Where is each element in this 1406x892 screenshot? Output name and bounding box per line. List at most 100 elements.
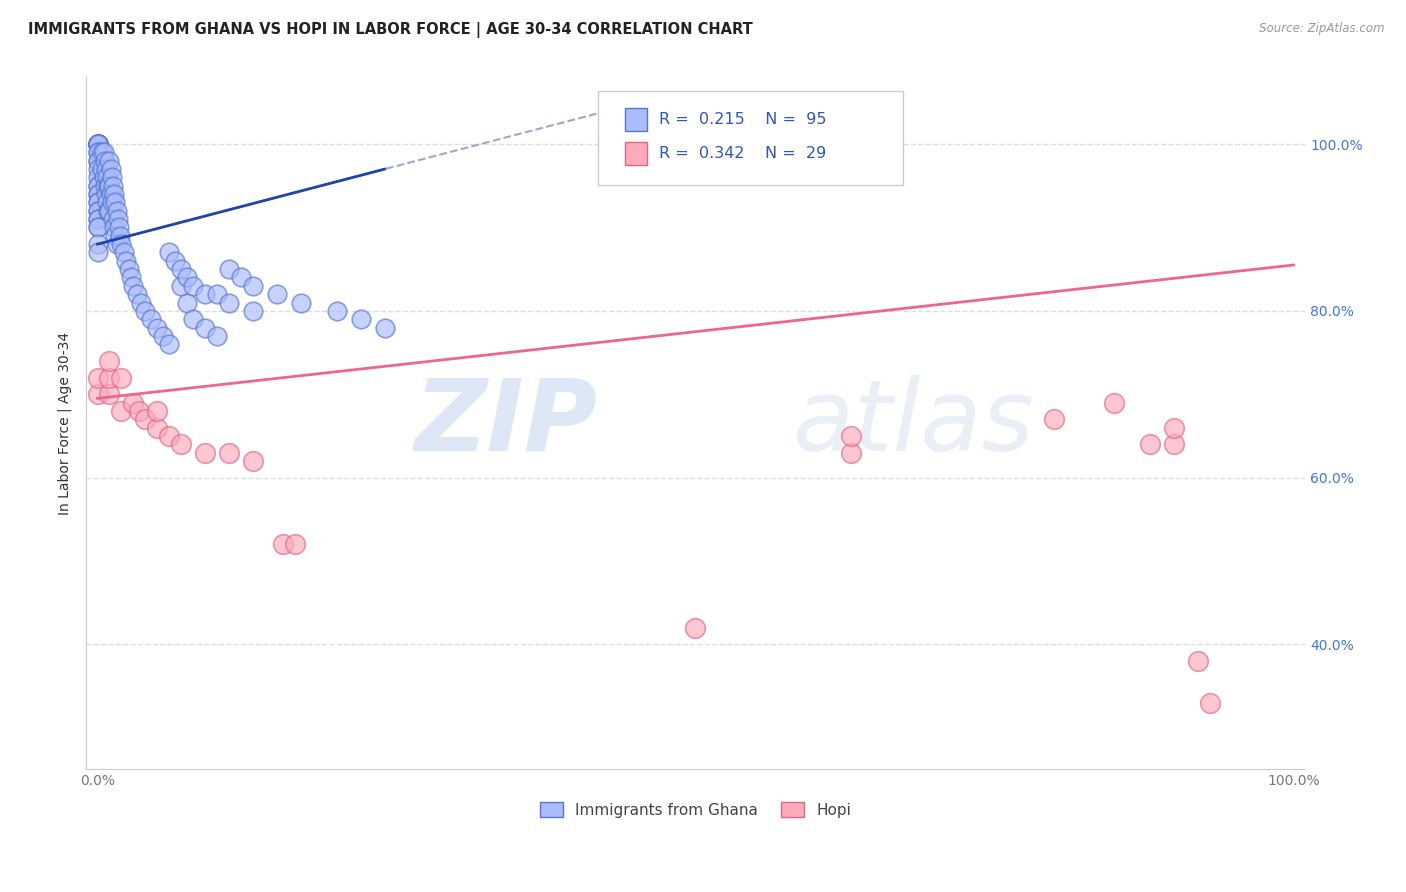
- Point: [93, 153, 115, 168]
- Point: [86, 212, 108, 227]
- Point: [157, 429, 180, 443]
- Point: [86, 137, 108, 152]
- Point: [170, 437, 193, 451]
- Point: [110, 404, 132, 418]
- Point: [86, 212, 108, 227]
- FancyBboxPatch shape: [624, 143, 647, 165]
- Point: [91, 145, 114, 160]
- Point: [194, 445, 217, 459]
- Point: [98, 203, 121, 218]
- Point: [86, 137, 108, 152]
- Point: [86, 162, 108, 177]
- Point: [86, 137, 108, 152]
- Point: [86, 203, 108, 218]
- Point: [86, 145, 108, 160]
- Point: [146, 420, 169, 434]
- Point: [349, 312, 371, 326]
- Point: [242, 278, 264, 293]
- Point: [685, 621, 707, 635]
- Point: [1187, 654, 1209, 668]
- Point: [97, 178, 120, 193]
- Point: [242, 303, 264, 318]
- Point: [110, 370, 132, 384]
- Point: [1163, 437, 1185, 451]
- Point: [101, 170, 124, 185]
- Legend: Immigrants from Ghana, Hopi: Immigrants from Ghana, Hopi: [534, 797, 858, 824]
- Point: [110, 228, 132, 243]
- Point: [86, 178, 108, 193]
- Text: R =  0.342    N =  29: R = 0.342 N = 29: [659, 146, 827, 161]
- Point: [105, 203, 128, 218]
- Point: [86, 187, 108, 202]
- Text: Source: ZipAtlas.com: Source: ZipAtlas.com: [1260, 22, 1385, 36]
- FancyBboxPatch shape: [624, 108, 647, 131]
- Point: [205, 329, 228, 343]
- Point: [266, 287, 288, 301]
- Point: [101, 195, 124, 210]
- Point: [290, 295, 312, 310]
- Point: [86, 220, 108, 235]
- Point: [86, 153, 108, 168]
- Point: [181, 278, 204, 293]
- Point: [86, 203, 108, 218]
- Point: [176, 270, 198, 285]
- Point: [98, 153, 121, 168]
- Point: [152, 329, 174, 343]
- FancyBboxPatch shape: [598, 91, 903, 185]
- Point: [170, 262, 193, 277]
- Point: [86, 178, 108, 193]
- Point: [128, 404, 150, 418]
- Point: [115, 253, 138, 268]
- Point: [94, 187, 117, 202]
- Text: IMMIGRANTS FROM GHANA VS HOPI IN LABOR FORCE | AGE 30-34 CORRELATION CHART: IMMIGRANTS FROM GHANA VS HOPI IN LABOR F…: [28, 22, 752, 38]
- Point: [98, 387, 121, 401]
- Point: [105, 237, 128, 252]
- Point: [141, 312, 163, 326]
- Point: [1198, 696, 1220, 710]
- Point: [93, 145, 115, 160]
- Point: [86, 245, 108, 260]
- Point: [86, 370, 108, 384]
- Point: [86, 220, 108, 235]
- Point: [271, 537, 294, 551]
- Point: [86, 145, 108, 160]
- Point: [86, 195, 108, 210]
- Point: [229, 270, 252, 285]
- Point: [218, 295, 240, 310]
- Point: [205, 287, 228, 301]
- Point: [157, 337, 180, 351]
- Point: [839, 429, 862, 443]
- Point: [218, 262, 240, 277]
- Point: [97, 203, 120, 218]
- Point: [100, 162, 122, 177]
- Point: [96, 170, 118, 185]
- Point: [86, 137, 108, 152]
- Point: [218, 445, 240, 459]
- Point: [96, 195, 118, 210]
- Point: [1139, 437, 1161, 451]
- Point: [839, 445, 862, 459]
- Point: [1102, 395, 1125, 409]
- Point: [146, 404, 169, 418]
- Point: [134, 303, 156, 318]
- Point: [104, 228, 127, 243]
- Point: [110, 237, 132, 252]
- Point: [122, 278, 145, 293]
- Y-axis label: In Labor Force | Age 30-34: In Labor Force | Age 30-34: [58, 332, 72, 515]
- Point: [86, 137, 108, 152]
- Point: [86, 195, 108, 210]
- Point: [101, 178, 124, 193]
- Point: [103, 187, 125, 202]
- Point: [98, 354, 121, 368]
- Point: [108, 220, 131, 235]
- Point: [170, 278, 193, 293]
- Point: [165, 253, 187, 268]
- Point: [146, 320, 169, 334]
- Point: [107, 212, 129, 227]
- Point: [117, 262, 139, 277]
- Point: [101, 212, 124, 227]
- Point: [181, 312, 204, 326]
- Point: [157, 245, 180, 260]
- Point: [129, 295, 152, 310]
- Point: [194, 320, 217, 334]
